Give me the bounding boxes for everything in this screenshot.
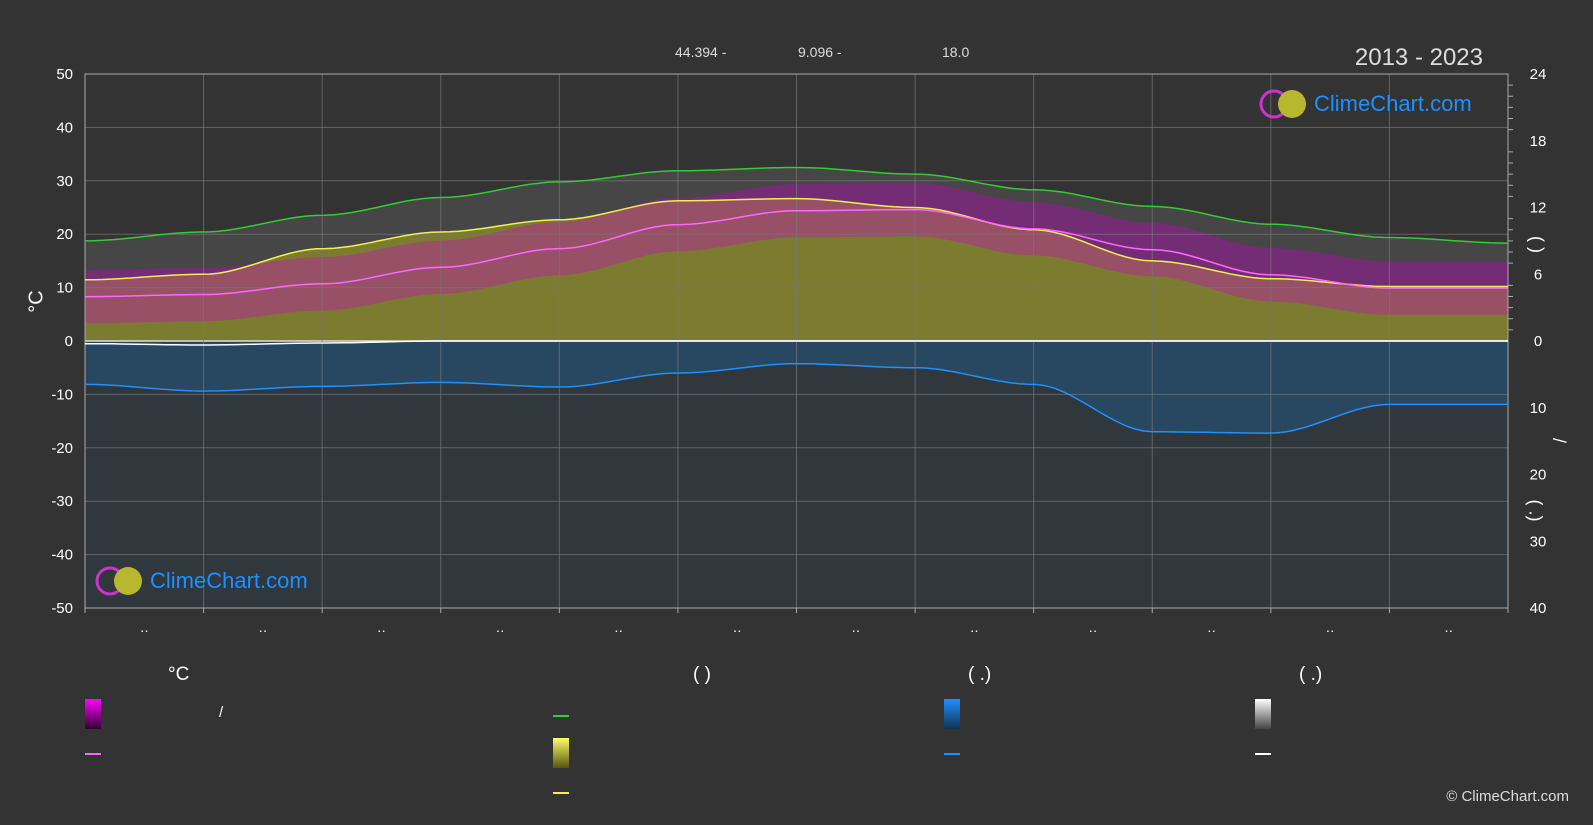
x-tick-label: ‥: [140, 620, 149, 635]
left-tick-label: 20: [56, 226, 73, 243]
legend-sunshine-mean-swatch: [553, 792, 569, 794]
left-tick-label: 10: [56, 280, 73, 297]
legend-temp-heading: °C: [168, 664, 190, 685]
left-tick-label: 30: [56, 173, 73, 190]
logo-text: ClimeChart.com: [1314, 91, 1472, 116]
x-tick-label: ‥: [377, 620, 386, 635]
right-bottom-axis-slash: /: [1549, 437, 1570, 444]
x-tick-label: ‥: [614, 620, 623, 635]
left-tick-label: 50: [56, 66, 73, 83]
legend-sunshine-range-swatch: [553, 738, 569, 768]
left-tick-label: -30: [51, 493, 73, 510]
x-tick-label: ‥: [496, 620, 505, 635]
x-tick-label: ‥: [1089, 620, 1098, 635]
right-top-tick-label: 24: [1530, 66, 1547, 83]
x-tick-label: ‥: [259, 620, 268, 635]
left-tick-label: 40: [56, 119, 73, 136]
climechart-logo-icon: [1259, 89, 1306, 119]
right-bottom-tick-label: 30: [1530, 533, 1547, 550]
legend-temp-range-swatch: [85, 699, 101, 729]
climechart-logo-icon: [95, 566, 142, 596]
left-tick-label: -10: [51, 386, 73, 403]
x-tick-label: ‥: [851, 620, 860, 635]
precipitation-mean-line: [84, 362, 1508, 434]
x-tick-label: ‥: [1444, 620, 1453, 635]
right-top-tick-label: 0: [1534, 333, 1542, 350]
left-tick-label: -40: [51, 547, 73, 564]
legend-snow-mean-swatch: [1255, 753, 1271, 755]
right-bottom-tick-label: 40: [1530, 600, 1547, 617]
left-axis-label: °C: [25, 290, 48, 313]
latitude-label: 44.394 -: [675, 44, 727, 60]
legend-precip-range-swatch: [944, 699, 960, 729]
year-range: 2013 - 2023: [1354, 44, 1483, 71]
right-top-axis-label: ( ): [1527, 236, 1547, 253]
legend-temp-mean-swatch: [85, 753, 101, 755]
legend-temp-slash: /: [219, 704, 224, 721]
left-tick-label: -20: [51, 440, 73, 457]
x-tick-label: ‥: [970, 620, 979, 635]
right-bottom-tick-label: 20: [1530, 467, 1547, 484]
right-top-tick-label: 6: [1534, 266, 1542, 283]
sunshine-line: [84, 197, 1508, 288]
right-top-tick-label: 18: [1530, 133, 1547, 150]
logo-bottom[interactable]: ClimeChart.com: [94, 565, 308, 597]
legend-sun-heading: ( ): [693, 664, 711, 685]
legend-snow-heading: ( .): [1299, 664, 1323, 685]
x-tick-label: ‥: [733, 620, 742, 635]
right-bottom-axis-label: ( .): [1525, 499, 1546, 522]
copyright: © ClimeChart.com: [1446, 788, 1569, 805]
right-top-tick-label: 12: [1530, 200, 1547, 217]
x-tick-label: ‥: [1207, 620, 1216, 635]
legend-daylight-swatch: [553, 715, 569, 717]
daylight-line: [84, 166, 1509, 244]
longitude-label: 9.096 -: [798, 44, 842, 60]
elevation-label: 18.0: [942, 44, 970, 60]
right-bottom-tick-label: 10: [1530, 400, 1547, 417]
logo-text: ClimeChart.com: [150, 568, 308, 593]
x-tick-label: ‥: [1326, 620, 1335, 635]
left-tick-label: -50: [51, 600, 73, 617]
legend-snow-range-swatch: [1255, 699, 1271, 729]
logo-top[interactable]: ClimeChart.com: [1258, 88, 1472, 120]
legend-precip-mean-swatch: [944, 753, 960, 755]
snow-mean-line: [85, 340, 1508, 346]
left-tick-label: 0: [65, 333, 73, 350]
temperature-mean-line: [84, 208, 1508, 298]
legend-rain-heading: ( .): [968, 664, 992, 685]
